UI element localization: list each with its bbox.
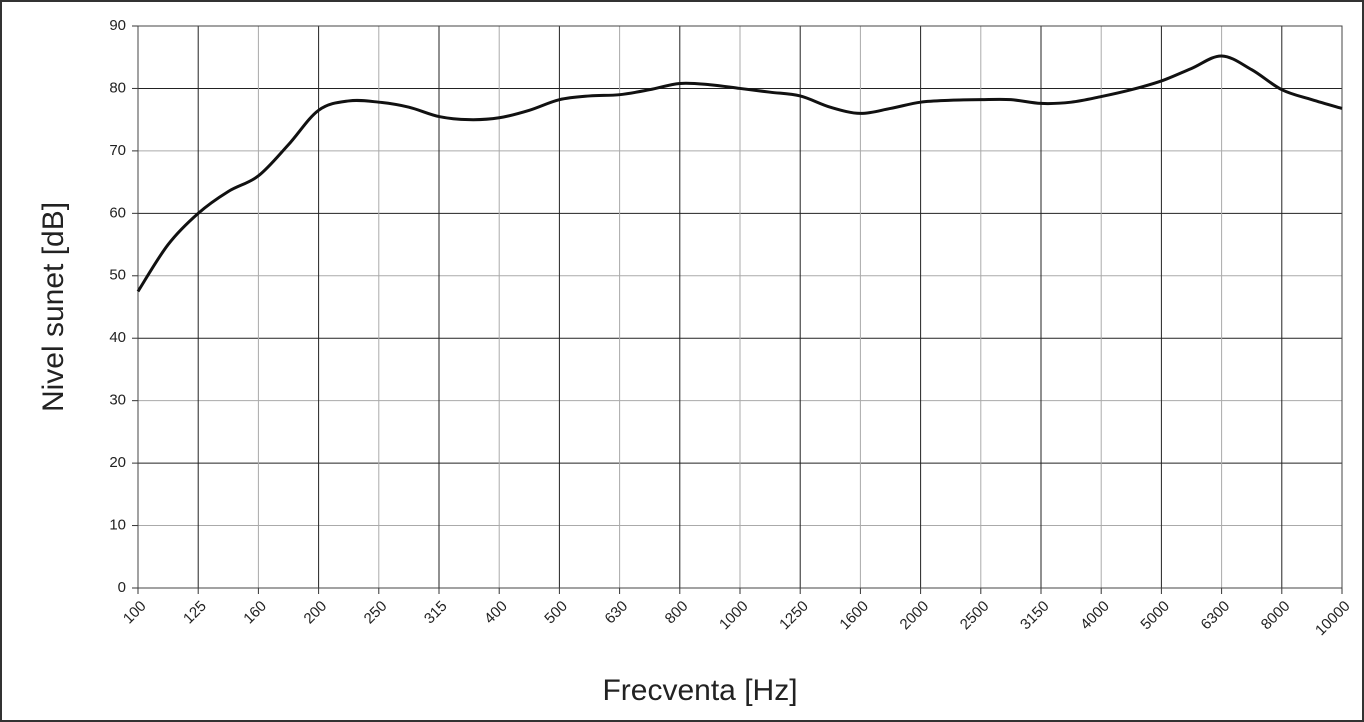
- y-tick-label: 70: [109, 142, 126, 159]
- y-tick-label: 30: [109, 392, 126, 409]
- y-tick-label: 60: [109, 204, 126, 221]
- y-axis-label: Nivel sunet [dB]: [37, 202, 70, 412]
- y-tick-label: 10: [109, 517, 126, 534]
- data-line: [136, 54, 1343, 293]
- x-axis-label: Frecventa [Hz]: [602, 674, 797, 707]
- plot-border: [137, 25, 1343, 589]
- y-tick-label: 80: [109, 79, 126, 96]
- y-tick-label: 20: [109, 454, 126, 471]
- y-tick-label: 40: [109, 329, 126, 346]
- y-tick-label: 90: [109, 17, 126, 34]
- y-tick-label: 0: [118, 579, 126, 596]
- y-tick-label: 50: [109, 267, 126, 284]
